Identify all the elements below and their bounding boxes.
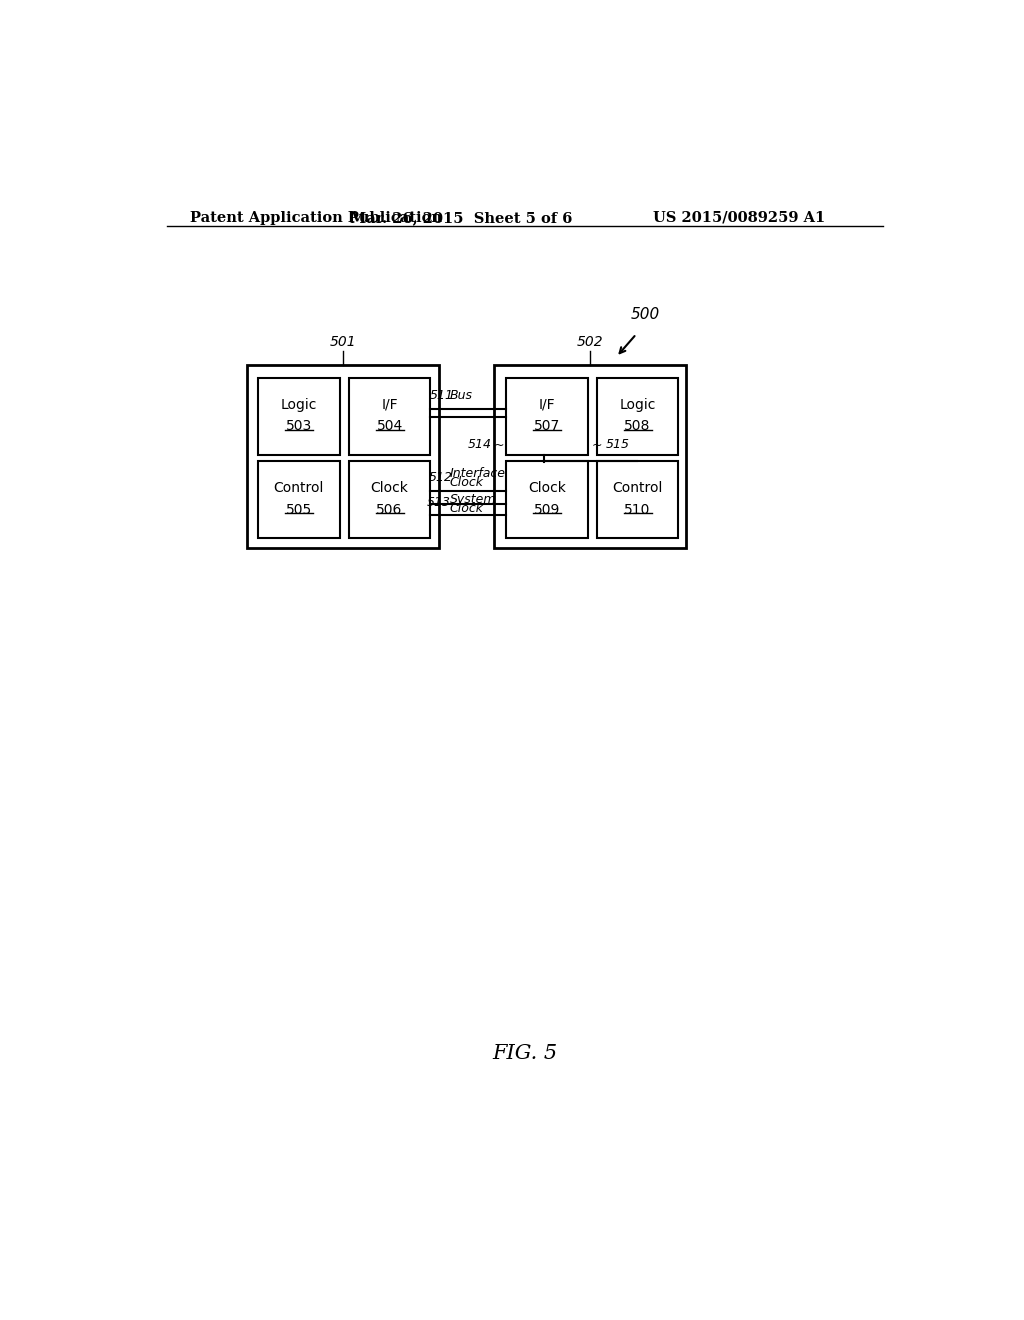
- Bar: [494, 364, 686, 548]
- Text: I/F: I/F: [381, 397, 398, 412]
- Text: I/F: I/F: [539, 397, 555, 412]
- Bar: [349, 378, 430, 455]
- Text: Clock: Clock: [450, 477, 483, 490]
- Text: Logic: Logic: [620, 397, 655, 412]
- Text: 501: 501: [330, 335, 356, 350]
- Text: 503: 503: [286, 420, 312, 433]
- Text: Control: Control: [273, 480, 324, 495]
- Bar: [597, 378, 678, 455]
- Text: US 2015/0089259 A1: US 2015/0089259 A1: [653, 211, 825, 224]
- Text: 513: 513: [426, 496, 451, 508]
- Text: ~: ~: [494, 438, 504, 451]
- Text: 508: 508: [625, 420, 650, 433]
- Text: 514: 514: [468, 438, 493, 451]
- Text: Control: Control: [612, 480, 663, 495]
- Text: 509: 509: [534, 503, 560, 516]
- Text: Clock: Clock: [371, 480, 409, 495]
- Text: System: System: [450, 492, 496, 506]
- Bar: [597, 461, 678, 539]
- Text: FIG. 5: FIG. 5: [493, 1044, 557, 1063]
- Text: Clock: Clock: [450, 502, 483, 515]
- Text: 505: 505: [286, 503, 312, 516]
- Text: Interface: Interface: [450, 467, 506, 480]
- Bar: [506, 461, 588, 539]
- Bar: [506, 378, 588, 455]
- Bar: [349, 461, 430, 539]
- Text: 510: 510: [625, 503, 650, 516]
- Text: 512: 512: [429, 471, 453, 484]
- Text: Bus: Bus: [450, 388, 473, 401]
- Text: Logic: Logic: [281, 397, 317, 412]
- Text: 500: 500: [630, 306, 659, 322]
- Text: 515: 515: [605, 438, 630, 451]
- Bar: [258, 378, 340, 455]
- Text: 511: 511: [430, 388, 455, 401]
- Text: Patent Application Publication: Patent Application Publication: [190, 211, 442, 224]
- Text: Mar. 26, 2015  Sheet 5 of 6: Mar. 26, 2015 Sheet 5 of 6: [350, 211, 572, 224]
- Text: 502: 502: [577, 335, 603, 350]
- Bar: [258, 461, 340, 539]
- Text: Clock: Clock: [528, 480, 566, 495]
- Text: ~: ~: [592, 438, 602, 451]
- Text: 507: 507: [534, 420, 560, 433]
- Text: 506: 506: [377, 503, 402, 516]
- Text: 504: 504: [377, 420, 402, 433]
- Bar: [247, 364, 438, 548]
